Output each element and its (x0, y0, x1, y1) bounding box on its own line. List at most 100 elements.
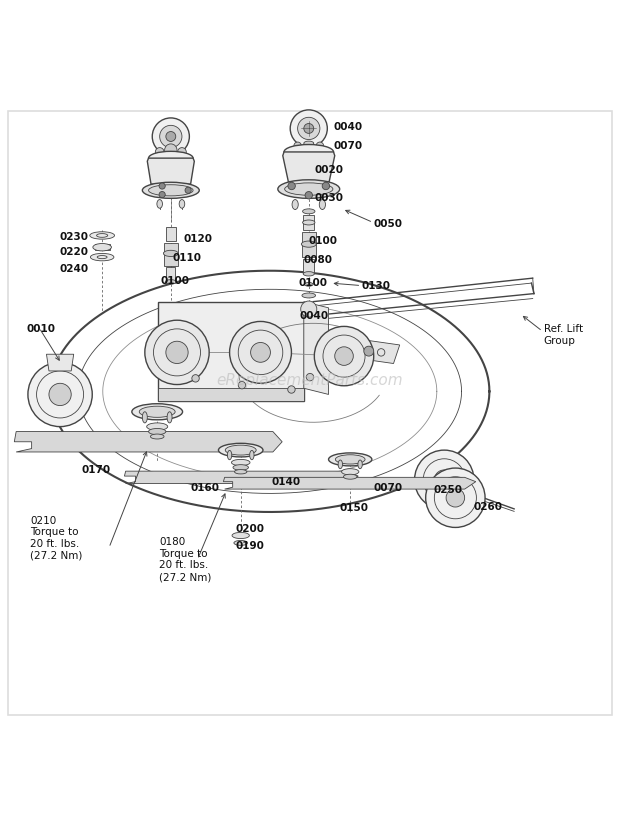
Circle shape (415, 450, 474, 510)
Text: 0180
Torque to
20 ft. lbs.
(27.2 Nm): 0180 Torque to 20 ft. lbs. (27.2 Nm) (159, 537, 211, 582)
Circle shape (185, 188, 191, 193)
Ellipse shape (149, 185, 193, 196)
Circle shape (165, 144, 177, 156)
Polygon shape (303, 259, 314, 273)
Text: 0200: 0200 (236, 525, 265, 534)
Text: 0160: 0160 (190, 483, 219, 493)
Polygon shape (148, 158, 194, 184)
Circle shape (160, 126, 182, 148)
Ellipse shape (93, 244, 112, 251)
Text: eReplacementParts.com: eReplacementParts.com (216, 373, 404, 388)
Ellipse shape (90, 232, 115, 240)
Text: 0240: 0240 (60, 263, 89, 274)
Circle shape (159, 183, 166, 189)
Text: 0020: 0020 (315, 165, 344, 175)
Text: 0120: 0120 (183, 234, 212, 244)
Polygon shape (14, 431, 282, 452)
Polygon shape (95, 244, 110, 250)
Ellipse shape (342, 468, 359, 475)
Text: 0100: 0100 (298, 278, 327, 288)
Text: 0050: 0050 (373, 220, 402, 230)
Circle shape (364, 346, 374, 356)
Text: 0230: 0230 (60, 232, 89, 242)
Polygon shape (304, 301, 329, 395)
Ellipse shape (338, 460, 342, 468)
Ellipse shape (149, 151, 193, 165)
Circle shape (298, 117, 320, 140)
Circle shape (335, 347, 353, 365)
Polygon shape (159, 301, 304, 401)
Polygon shape (166, 227, 175, 241)
Polygon shape (350, 339, 400, 363)
Circle shape (49, 383, 71, 406)
Polygon shape (283, 152, 335, 182)
Ellipse shape (157, 200, 162, 208)
Ellipse shape (302, 293, 316, 298)
Ellipse shape (250, 450, 254, 460)
Ellipse shape (231, 459, 250, 466)
Ellipse shape (140, 406, 175, 417)
Polygon shape (302, 232, 316, 257)
Circle shape (177, 148, 186, 156)
Ellipse shape (143, 412, 148, 423)
Ellipse shape (147, 423, 168, 430)
Circle shape (288, 386, 295, 393)
Circle shape (294, 142, 301, 150)
Circle shape (290, 110, 327, 147)
Ellipse shape (329, 453, 372, 466)
Ellipse shape (232, 533, 249, 539)
Circle shape (156, 148, 164, 156)
Text: 0250: 0250 (434, 485, 463, 495)
Circle shape (314, 326, 374, 386)
Ellipse shape (304, 282, 313, 286)
Text: 0100: 0100 (309, 236, 338, 246)
Text: Ref. Lift
Group: Ref. Lift Group (544, 325, 583, 346)
Text: 0150: 0150 (340, 503, 369, 513)
Ellipse shape (228, 450, 232, 460)
Text: 0220: 0220 (60, 247, 89, 257)
Circle shape (166, 341, 188, 363)
Circle shape (426, 468, 485, 528)
Ellipse shape (179, 200, 185, 208)
Ellipse shape (303, 272, 314, 276)
Circle shape (166, 131, 175, 141)
Circle shape (435, 470, 454, 490)
Ellipse shape (151, 434, 164, 439)
Text: 0140: 0140 (271, 477, 300, 487)
Ellipse shape (218, 444, 263, 457)
Ellipse shape (343, 474, 357, 479)
Ellipse shape (303, 220, 315, 225)
Ellipse shape (233, 465, 249, 470)
Circle shape (288, 183, 295, 190)
Ellipse shape (149, 429, 166, 434)
Ellipse shape (301, 241, 316, 247)
Text: 0170: 0170 (81, 465, 110, 475)
Ellipse shape (167, 412, 172, 423)
Polygon shape (223, 477, 476, 489)
Circle shape (28, 363, 92, 426)
Text: 0130: 0130 (361, 281, 391, 291)
Polygon shape (167, 267, 175, 281)
Ellipse shape (91, 254, 114, 261)
Ellipse shape (234, 470, 247, 474)
Text: 0070: 0070 (334, 140, 363, 151)
Ellipse shape (143, 183, 199, 198)
Text: 0040: 0040 (299, 311, 329, 321)
Ellipse shape (132, 404, 182, 420)
Circle shape (192, 375, 199, 382)
Ellipse shape (225, 445, 256, 455)
Ellipse shape (304, 141, 314, 145)
Text: 0190: 0190 (236, 541, 265, 551)
Ellipse shape (319, 200, 326, 210)
Text: 0260: 0260 (473, 502, 502, 512)
Text: 0110: 0110 (172, 253, 202, 263)
Polygon shape (164, 243, 177, 266)
Ellipse shape (166, 280, 176, 284)
Polygon shape (303, 215, 314, 230)
Circle shape (301, 301, 317, 317)
Ellipse shape (164, 250, 178, 257)
Circle shape (304, 124, 314, 133)
Circle shape (316, 142, 324, 150)
Circle shape (306, 373, 314, 381)
Ellipse shape (285, 183, 333, 195)
